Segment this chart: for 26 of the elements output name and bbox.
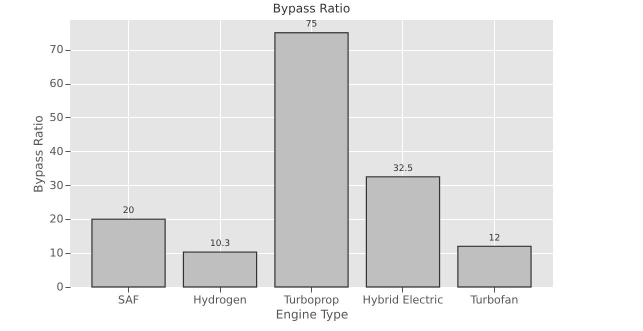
y-tick-label: 50 bbox=[50, 110, 64, 124]
x-tick-label: SAF bbox=[118, 294, 140, 306]
y-tick-label: 30 bbox=[50, 178, 64, 192]
y-tick-label: 40 bbox=[50, 144, 64, 158]
data-label: 75 bbox=[306, 20, 318, 30]
x-tick-label: Hydrogen bbox=[193, 294, 247, 306]
data-label: 32.5 bbox=[392, 164, 413, 174]
data-label: 12 bbox=[488, 233, 500, 244]
y-axis-title: Bypass Ratio bbox=[32, 115, 46, 193]
bar bbox=[457, 246, 532, 288]
x-tick-label: Turbofan bbox=[470, 294, 518, 306]
data-label: 20 bbox=[122, 206, 135, 216]
x-axis-title: Engine Type bbox=[276, 308, 348, 322]
y-tick-label: 70 bbox=[50, 43, 64, 56]
y-tick-label: 60 bbox=[50, 77, 64, 90]
x-tick-label: Turboprop bbox=[282, 294, 340, 306]
bar bbox=[366, 176, 440, 288]
data-label: 10.3 bbox=[210, 239, 230, 250]
y-tick-label: 0 bbox=[56, 280, 64, 294]
chart-title: Bypass Ratio bbox=[272, 2, 350, 16]
y-tick-label: 20 bbox=[50, 212, 64, 226]
bar bbox=[182, 251, 258, 288]
x-tick-label: Hybrid Electric bbox=[362, 294, 444, 306]
bar bbox=[274, 32, 349, 288]
bar bbox=[91, 218, 166, 288]
y-tick-label: 10 bbox=[50, 246, 64, 260]
